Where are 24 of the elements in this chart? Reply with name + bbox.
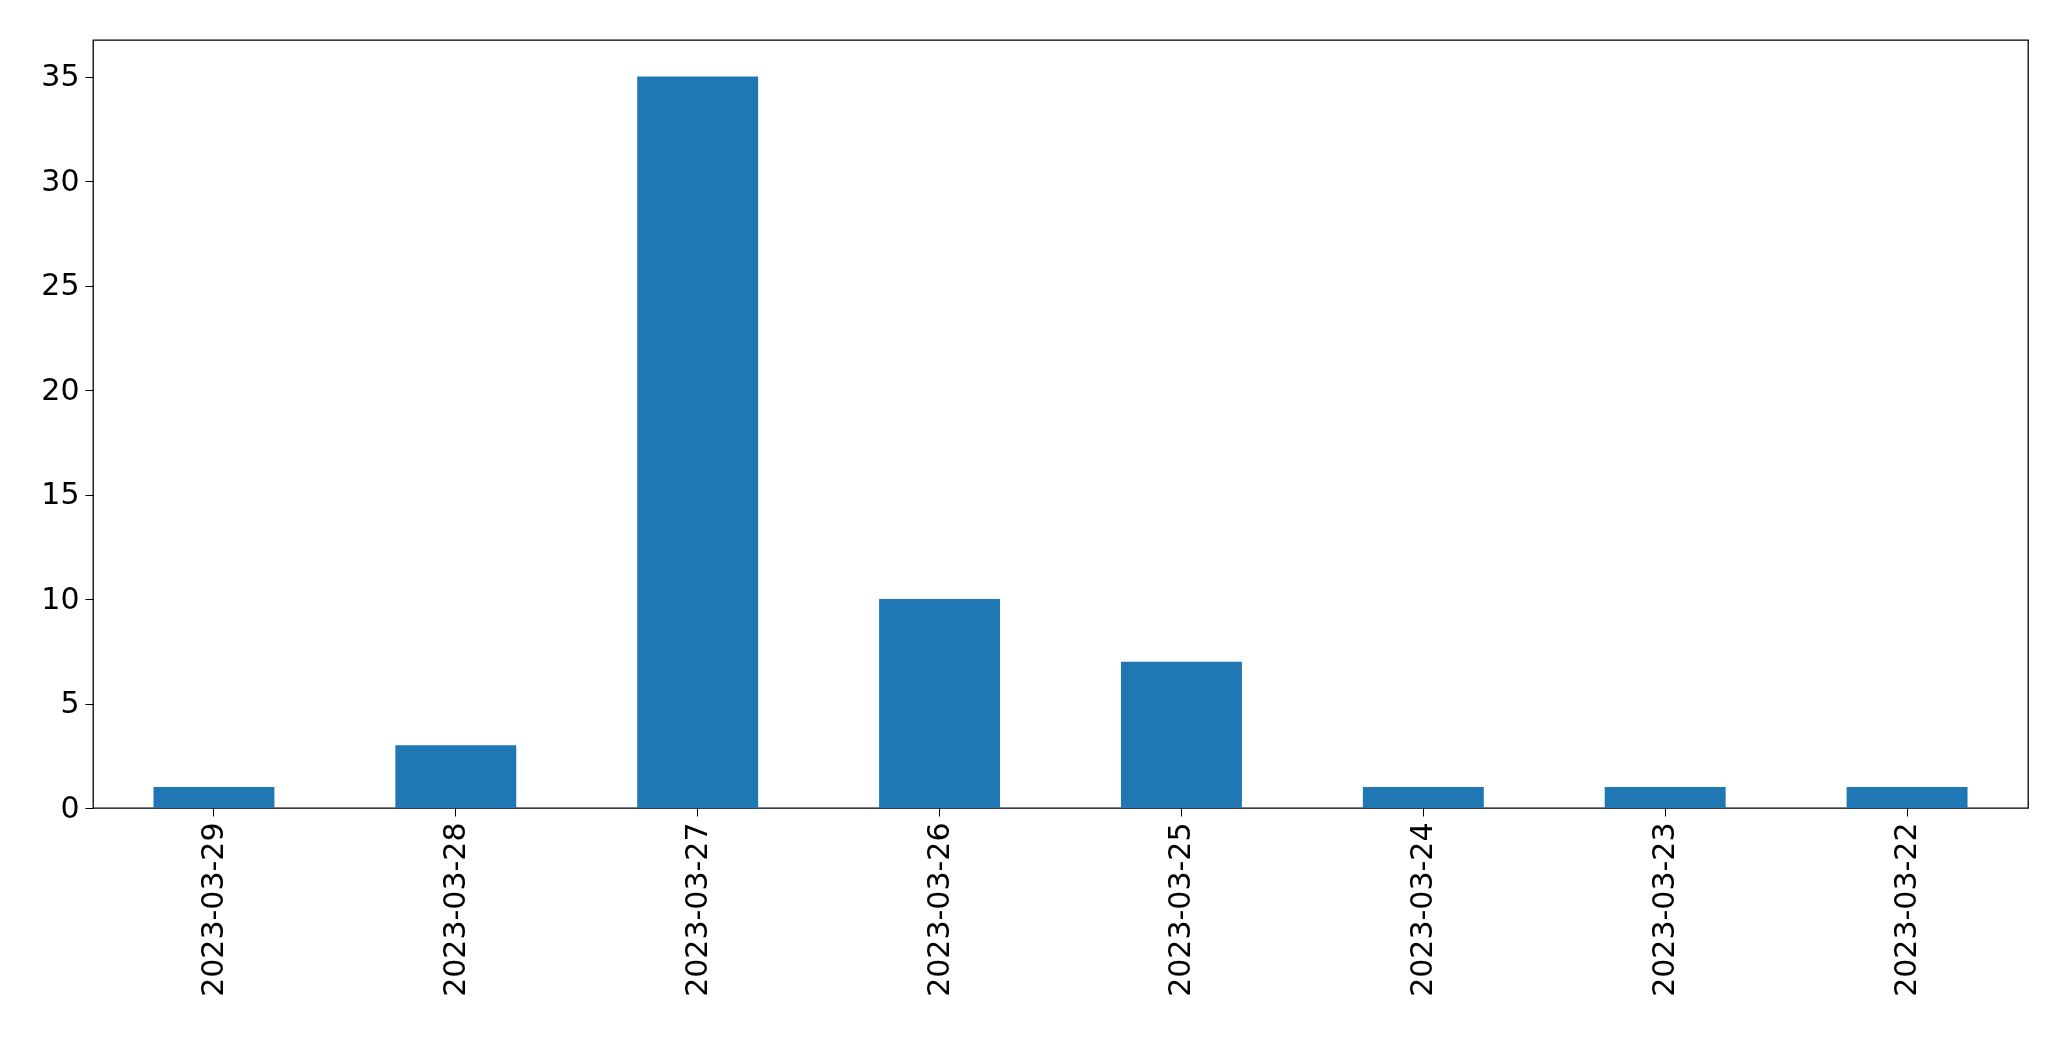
x-tick-label: 2023-03-25 bbox=[1162, 822, 1198, 997]
y-tick-label: 15 bbox=[41, 476, 80, 512]
y-tick-label: 30 bbox=[41, 162, 80, 198]
y-tick-label: 0 bbox=[60, 789, 80, 825]
bar bbox=[1846, 787, 1968, 808]
bar bbox=[153, 787, 275, 808]
x-tick-label: 2023-03-27 bbox=[678, 822, 714, 997]
bar bbox=[1604, 787, 1726, 808]
x-tick-label: 2023-03-23 bbox=[1646, 822, 1682, 997]
bar bbox=[879, 599, 1001, 808]
y-tick-label: 20 bbox=[41, 371, 80, 407]
y-tick-label: 10 bbox=[41, 580, 80, 616]
y-tick-label: 5 bbox=[60, 685, 80, 721]
x-tick-label: 2023-03-29 bbox=[194, 822, 230, 997]
x-tick-label: 2023-03-24 bbox=[1404, 822, 1440, 997]
y-tick-label: 35 bbox=[41, 58, 80, 94]
bar bbox=[637, 76, 759, 808]
x-tick-label: 2023-03-28 bbox=[436, 822, 472, 997]
x-tick-label: 2023-03-26 bbox=[920, 822, 956, 997]
y-tick-label: 25 bbox=[41, 267, 80, 303]
x-tick-label: 2023-03-22 bbox=[1888, 822, 1924, 997]
bar bbox=[395, 745, 517, 808]
bar bbox=[1362, 787, 1484, 808]
bar bbox=[1120, 661, 1242, 808]
